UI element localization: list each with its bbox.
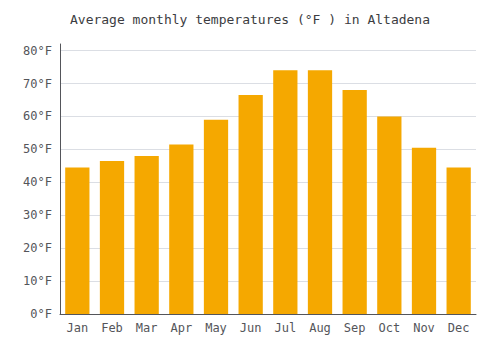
svg-text:Average monthly temperatures (: Average monthly temperatures (°F ) in Al… [70,12,430,27]
svg-text:Feb: Feb [101,321,123,335]
svg-text:20°F: 20°F [23,241,52,255]
svg-text:Mar: Mar [136,321,158,335]
svg-text:10°F: 10°F [23,274,52,288]
svg-text:Apr: Apr [170,321,192,335]
svg-text:50°F: 50°F [23,142,52,156]
svg-text:80°F: 80°F [23,44,52,58]
svg-text:Jul: Jul [274,321,296,335]
svg-text:70°F: 70°F [23,77,52,91]
svg-text:Aug: Aug [309,321,331,335]
svg-text:May: May [205,321,227,335]
svg-text:40°F: 40°F [23,175,52,189]
svg-text:60°F: 60°F [23,109,52,123]
svg-text:Sep: Sep [344,321,366,335]
svg-text:Jan: Jan [66,321,88,335]
svg-text:Nov: Nov [413,321,435,335]
svg-text:30°F: 30°F [23,208,52,222]
svg-text:0°F: 0°F [30,307,52,321]
svg-text:Dec: Dec [448,321,470,335]
svg-text:Jun: Jun [240,321,262,335]
svg-text:Oct: Oct [378,321,400,335]
